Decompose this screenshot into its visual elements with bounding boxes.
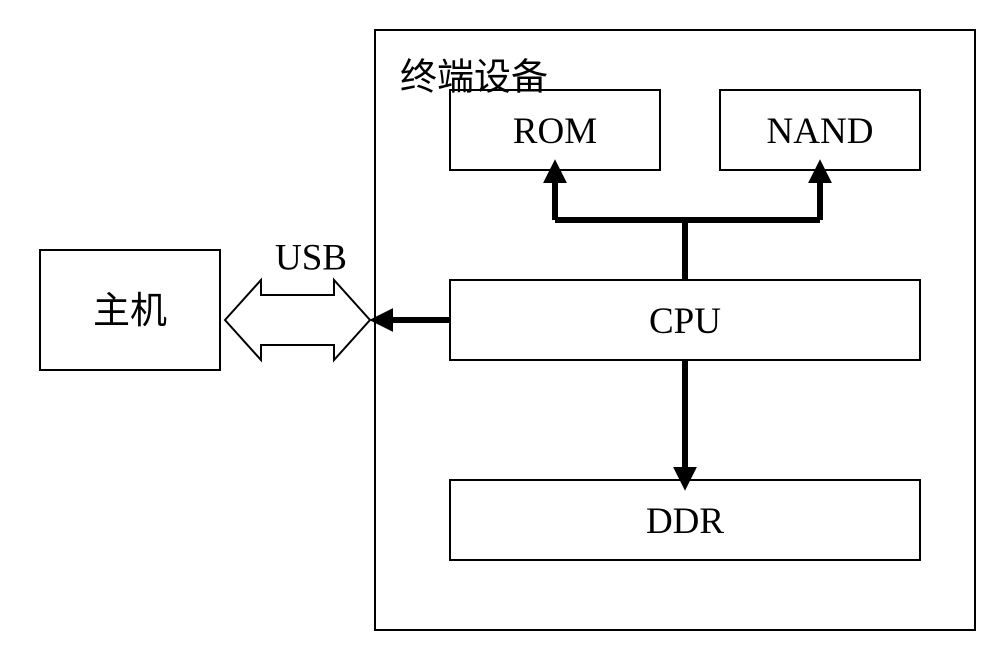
rom-box-label: ROM [513, 111, 597, 152]
cpu-box-label: CPU [649, 301, 721, 342]
host-box-label: 主机 [93, 291, 167, 332]
nand-box-label: NAND [767, 111, 874, 152]
terminal-device-label: 终端设备 [400, 58, 548, 99]
ddr-box-label: DDR [646, 501, 724, 542]
usb-label: USB [275, 238, 347, 279]
